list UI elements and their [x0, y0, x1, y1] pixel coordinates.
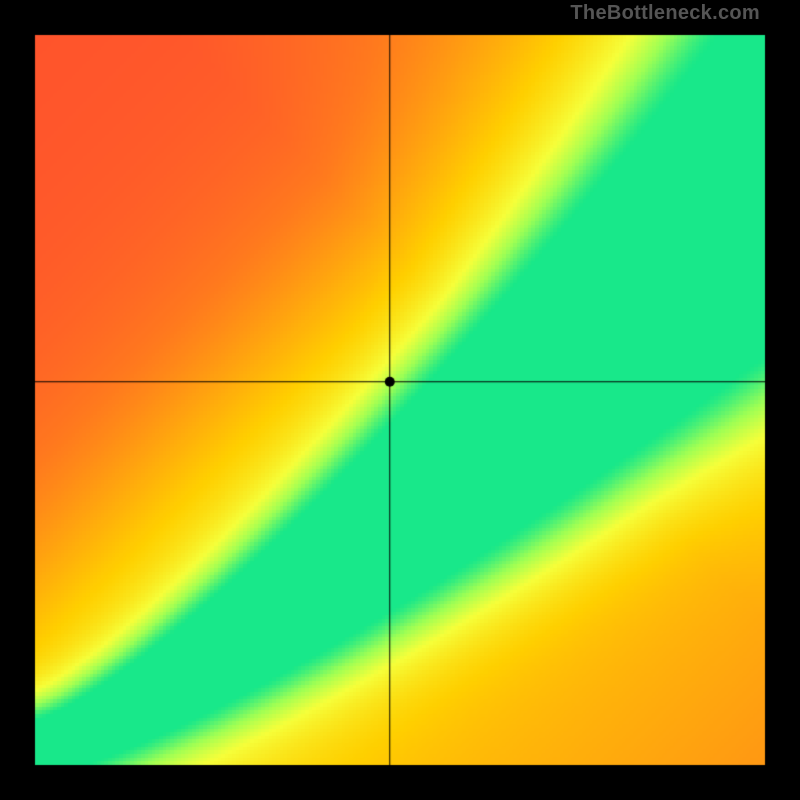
chart-container: TheBottleneck.com	[0, 0, 800, 800]
bottleneck-heatmap	[0, 0, 800, 800]
watermark-label: TheBottleneck.com	[570, 2, 760, 25]
